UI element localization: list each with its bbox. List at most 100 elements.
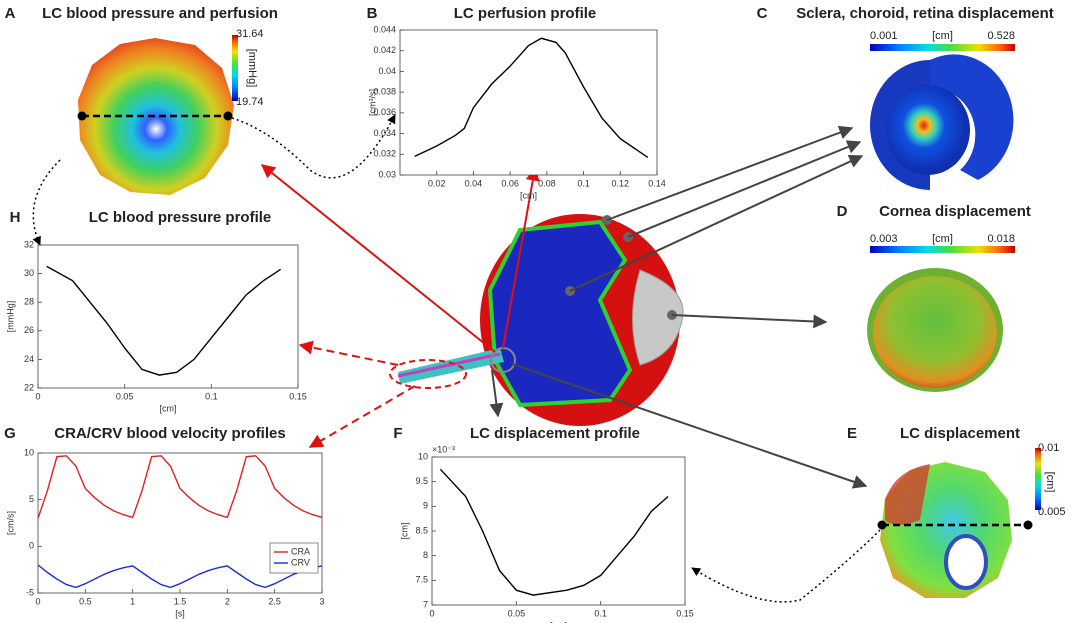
x-tick-label: 0.04 bbox=[465, 178, 483, 188]
x-tick-label: 3 bbox=[319, 596, 324, 606]
chart-title: CRA/CRV blood velocity profiles bbox=[54, 425, 285, 442]
y-tick-label: 0.04 bbox=[378, 66, 396, 76]
x-tick-label: 0.15 bbox=[289, 391, 307, 401]
legend-box bbox=[269, 542, 319, 574]
x-tick-label: 0.05 bbox=[508, 608, 526, 618]
x-axis-label: [cm] bbox=[550, 620, 567, 623]
y-tick-label: 0.044 bbox=[373, 24, 396, 34]
y-tick-label: 22 bbox=[24, 382, 34, 392]
panel-letter: D bbox=[837, 203, 848, 220]
eye-model bbox=[389, 214, 684, 426]
panel-letter: F bbox=[393, 425, 402, 442]
y-tick-label: 0.042 bbox=[373, 45, 396, 55]
panel-title: Cornea displacement bbox=[879, 203, 1031, 220]
colorbar-unit: [cm] bbox=[932, 30, 953, 42]
x-tick-label: 0.12 bbox=[612, 178, 630, 188]
y-axis-label: [cm] bbox=[399, 523, 409, 540]
colorbar-min: 0.003 bbox=[870, 233, 898, 245]
y-tick-label: 0.032 bbox=[373, 149, 396, 159]
colorbar-max: 0.528 bbox=[987, 30, 1015, 42]
x-tick-label: 0 bbox=[429, 608, 434, 618]
x-axis-label: [cm] bbox=[160, 403, 177, 413]
x-tick-label: 1.5 bbox=[174, 596, 187, 606]
panel-letter: B bbox=[367, 5, 378, 22]
panel-c-image bbox=[870, 44, 1015, 190]
y-tick-label: -5 bbox=[26, 587, 34, 597]
x-tick-label: 0.1 bbox=[594, 608, 607, 618]
x-tick-label: 0.1 bbox=[577, 178, 590, 188]
y-axis-label: [cm/s] bbox=[5, 511, 15, 535]
x-tick-label: 0.5 bbox=[79, 596, 92, 606]
x-tick-label: 2.5 bbox=[268, 596, 281, 606]
y-tick-label: 8 bbox=[423, 550, 428, 560]
panel-letter: C bbox=[757, 5, 768, 22]
x-tick-label: 1 bbox=[130, 596, 135, 606]
y-tick-label: 26 bbox=[24, 325, 34, 335]
panel-e-image bbox=[877, 448, 1041, 598]
colorbar-max: 0.018 bbox=[987, 233, 1015, 245]
y-offset-label: ×10⁻³ bbox=[432, 444, 455, 454]
colorbar-max: 31.64 bbox=[236, 28, 264, 40]
y-tick-label: 8.5 bbox=[415, 525, 428, 535]
y-tick-label: 0 bbox=[29, 541, 34, 551]
y-tick-label: 5 bbox=[29, 494, 34, 504]
colorbar-min: 19.74 bbox=[236, 96, 264, 108]
y-tick-label: 28 bbox=[24, 297, 34, 307]
panel-a-image bbox=[77, 35, 238, 195]
plot-area bbox=[431, 456, 686, 606]
y-tick-label: 7.5 bbox=[415, 575, 428, 585]
colorbar-min: 0.005 bbox=[1038, 506, 1066, 518]
legend-label: CRV bbox=[291, 557, 310, 567]
y-tick-label: 30 bbox=[24, 268, 34, 278]
x-tick-label: 0.15 bbox=[676, 608, 694, 618]
colorbar-unit: [cm] bbox=[1044, 472, 1056, 493]
y-tick-label: 9 bbox=[423, 501, 428, 511]
y-axis-label: [mmHg] bbox=[5, 301, 15, 333]
data-line bbox=[46, 265, 282, 376]
panel-d-image bbox=[867, 246, 1015, 392]
panel-letter: E bbox=[847, 425, 857, 442]
y-tick-label: 0.038 bbox=[373, 87, 396, 97]
legend-label: CRA bbox=[291, 546, 310, 556]
panel-title: LC displacement bbox=[900, 425, 1020, 442]
x-tick-label: 0.14 bbox=[648, 178, 666, 188]
data-line bbox=[439, 468, 669, 596]
data-line bbox=[414, 37, 649, 158]
x-tick-label: 0 bbox=[35, 391, 40, 401]
panel-title: Sclera, choroid, retina displacement bbox=[796, 5, 1054, 22]
data-line bbox=[37, 564, 323, 589]
x-tick-label: 0.02 bbox=[428, 178, 446, 188]
x-tick-label: 0 bbox=[35, 596, 40, 606]
chart-title: LC displacement profile bbox=[470, 425, 640, 442]
y-tick-label: 24 bbox=[24, 354, 34, 364]
panel-letter: A bbox=[5, 5, 16, 22]
colorbar-min: 0.001 bbox=[870, 30, 898, 42]
panel-letter: H bbox=[10, 209, 21, 226]
y-tick-label: 32 bbox=[24, 239, 34, 249]
x-axis-label: [s] bbox=[175, 608, 185, 618]
plot-area bbox=[37, 244, 299, 389]
x-axis-label: [cm] bbox=[520, 190, 537, 200]
y-tick-label: 9.5 bbox=[415, 476, 428, 486]
x-tick-label: 0.06 bbox=[501, 178, 519, 188]
y-tick-label: 10 bbox=[418, 451, 428, 461]
y-tick-label: 0.036 bbox=[373, 107, 396, 117]
panel-title: LC blood pressure and perfusion bbox=[42, 5, 278, 22]
y-tick-label: 0.034 bbox=[373, 128, 396, 138]
chart-title: LC perfusion profile bbox=[454, 5, 597, 22]
x-tick-label: 0.1 bbox=[205, 391, 218, 401]
colorbar-unit: [cm] bbox=[932, 233, 953, 245]
colorbar-unit: [mmHg] bbox=[246, 49, 258, 88]
chart-title: LC blood pressure profile bbox=[89, 209, 272, 226]
y-tick-label: 0.03 bbox=[378, 169, 396, 179]
colorbar-max: 0.01 bbox=[1038, 442, 1059, 454]
plot-area bbox=[399, 29, 658, 176]
data-line bbox=[37, 455, 323, 519]
y-tick-label: 7 bbox=[423, 599, 428, 609]
x-tick-label: 0.05 bbox=[116, 391, 134, 401]
y-axis-label: [cm³/s] bbox=[367, 89, 377, 116]
y-tick-label: 10 bbox=[24, 447, 34, 457]
arrows bbox=[32, 114, 881, 603]
x-tick-label: 0.08 bbox=[538, 178, 556, 188]
